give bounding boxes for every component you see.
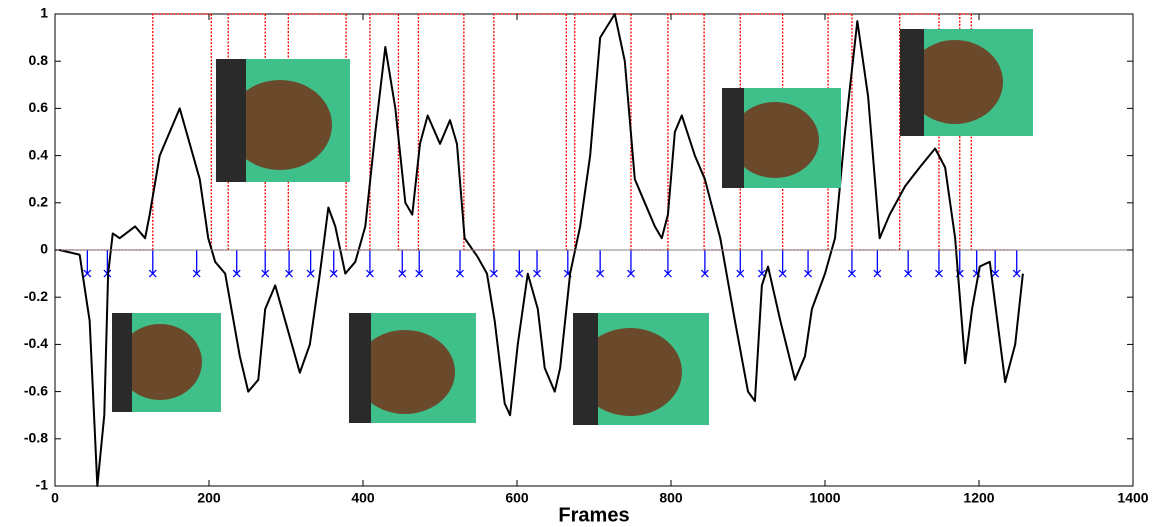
stem-marker: [192, 269, 201, 278]
axes: 0 200 400 600 800 1000 1200 1400 -1 -0.8 -0.6 -0.4 -…: [24, 5, 1149, 506]
stem-marker: [415, 269, 424, 278]
stem-marker: [991, 269, 1000, 278]
stem-marker: [261, 269, 270, 278]
stem-marker: [873, 269, 882, 278]
stem-marker: [663, 269, 672, 278]
stem-marker: [329, 269, 338, 278]
x-tick-label: 1400: [1117, 490, 1148, 506]
stem-marker: [736, 269, 745, 278]
x-tick-label: 600: [505, 490, 529, 506]
stem-marker: [398, 269, 407, 278]
stem-marker: [1012, 269, 1021, 278]
photos: [112, 29, 1033, 425]
y-tick-label: 0.4: [29, 146, 49, 162]
y-tick-label: -0.8: [24, 430, 48, 446]
y-tick-label: 0.8: [29, 52, 49, 68]
y-tick-label: 0.2: [29, 194, 49, 210]
stem-marker: [533, 269, 541, 278]
stem-marker: [456, 269, 464, 278]
stem-marker: [285, 269, 294, 278]
photo: [573, 313, 709, 425]
stem-marker: [232, 269, 241, 278]
x-tick-label: 1000: [809, 490, 840, 506]
stem-marker: [489, 269, 498, 278]
stem-marker: [366, 269, 374, 278]
stem-marker: [596, 269, 605, 278]
y-tick-label: -0.2: [24, 288, 48, 304]
y-tick-label: 0: [40, 241, 48, 257]
stem-marker: [700, 269, 709, 278]
photo: [216, 59, 350, 182]
x-tick-label: 0: [51, 490, 59, 506]
stem-marker: [904, 269, 913, 278]
x-tick-label: 200: [197, 490, 221, 506]
x-axis-label: Frames: [558, 504, 629, 526]
stem-marker: [83, 269, 92, 278]
photo: [112, 313, 221, 412]
x-tick-label: 1200: [963, 490, 994, 506]
photo: [722, 88, 841, 188]
photo: [349, 313, 476, 423]
y-tick-label: -1: [36, 477, 49, 493]
x-tick-label: 400: [351, 490, 375, 506]
y-tick-label: 0.6: [29, 99, 49, 115]
stem-marker: [848, 269, 856, 278]
photo: [900, 29, 1033, 136]
stem-marker: [306, 269, 315, 278]
marks: [55, 13, 1024, 487]
stem-marker: [515, 269, 524, 278]
stem-marker: [148, 269, 157, 278]
stem-marker: [778, 269, 787, 278]
y-tick-label: -0.6: [24, 382, 48, 398]
stem-marker: [804, 269, 812, 278]
curve: [59, 13, 1024, 487]
stem-marker: [627, 269, 635, 278]
x-tick-label: 800: [659, 490, 683, 506]
y-tick-label: -0.4: [24, 335, 48, 351]
stem-marker: [935, 269, 943, 278]
y-tick-label: 1: [40, 5, 48, 21]
